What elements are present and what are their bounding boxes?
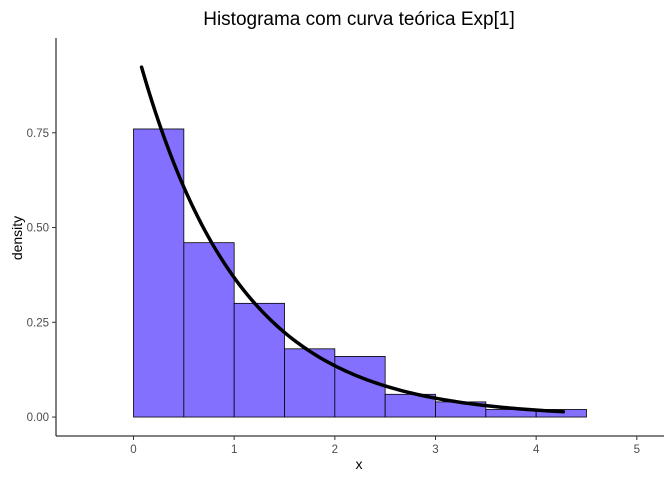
- chart-title: Histograma com curva teórica Exp[1]: [203, 9, 515, 30]
- x-tick-label: 2: [332, 444, 338, 456]
- y-tick-label: 0.75: [27, 128, 49, 140]
- x-axis-ticks: 0 1 2 3 4 5: [130, 436, 640, 456]
- histogram-bar-1: [133, 128, 185, 418]
- histogram-bars: [133, 128, 587, 418]
- x-tick-label: 1: [231, 444, 237, 456]
- y-axis-title: density: [9, 216, 25, 260]
- x-tick-label: 4: [533, 444, 540, 456]
- y-tick-label: 0.50: [27, 223, 49, 235]
- histogram-bar-2: [183, 242, 235, 418]
- x-tick-label: 3: [432, 444, 438, 456]
- histogram-bar-5: [334, 355, 386, 418]
- x-axis-title: x: [356, 456, 363, 472]
- histogram-bar-3: [233, 302, 285, 418]
- x-tick-label: 0: [130, 444, 136, 456]
- histogram-bar-4: [284, 348, 336, 418]
- y-axis-ticks: 0.00 0.25 0.50 0.75: [27, 128, 56, 424]
- y-tick-label: 0.00: [27, 412, 49, 424]
- density-curve: [139, 65, 566, 414]
- y-tick-label: 0.25: [27, 317, 49, 329]
- x-tick-label: 5: [634, 444, 640, 456]
- axes: [55, 38, 664, 437]
